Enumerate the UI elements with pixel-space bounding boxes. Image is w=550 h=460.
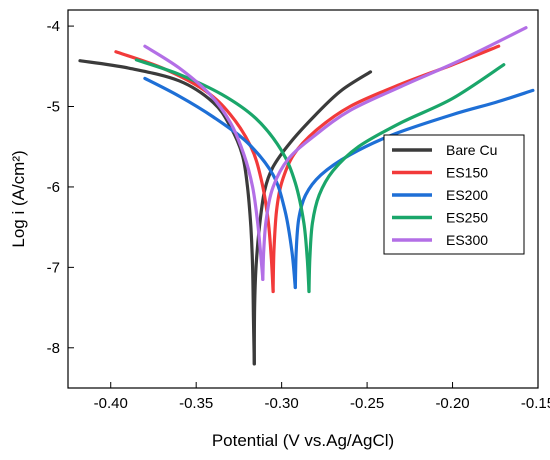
x-tick-label: -0.15 xyxy=(521,395,550,412)
series-bare-cu-anodic-line xyxy=(252,70,373,366)
series-layer xyxy=(78,26,535,366)
legend-label-es150: ES150 xyxy=(446,165,488,181)
series-es300-cathodic-line xyxy=(143,44,265,281)
legend-label-es250: ES250 xyxy=(446,210,488,226)
series-bare-cu-cathodic-line xyxy=(78,59,256,366)
series-es300-anodic-line xyxy=(261,26,528,281)
series-es200-anodic-line xyxy=(293,88,535,290)
legend: Bare Cu ES150 ES200 ES250 ES300 xyxy=(383,134,525,255)
y-tick-label: -4 xyxy=(47,18,60,35)
legend-label-es200: ES200 xyxy=(446,187,488,203)
x-tick-label: -0.30 xyxy=(265,395,299,412)
series-es200-cathodic-line xyxy=(143,76,297,290)
x-axis-title: Potential (V vs.Ag/AgCl) xyxy=(212,431,394,450)
plot-frame xyxy=(67,9,539,389)
x-axis-ticks: -0.40 -0.35 -0.30 -0.25 -0.20 -0.15 xyxy=(94,382,550,412)
y-tick-label: -8 xyxy=(47,340,60,357)
y-tick-label: -6 xyxy=(47,179,60,196)
series-es250-anodic-line xyxy=(307,63,506,294)
x-tick-label: -0.40 xyxy=(94,395,128,412)
x-tick-label: -0.35 xyxy=(179,395,213,412)
legend-label-es300: ES300 xyxy=(446,232,488,248)
y-tick-label: -7 xyxy=(47,259,60,276)
y-axis-title: Log i (A/cm²) xyxy=(9,150,28,247)
x-tick-label: -0.20 xyxy=(435,395,469,412)
y-tick-label: -5 xyxy=(47,99,60,116)
legend-label-bare-cu: Bare Cu xyxy=(446,142,497,158)
y-axis-ticks: -8 -7 -6 -5 -4 xyxy=(47,18,74,357)
x-tick-label: -0.25 xyxy=(350,395,384,412)
